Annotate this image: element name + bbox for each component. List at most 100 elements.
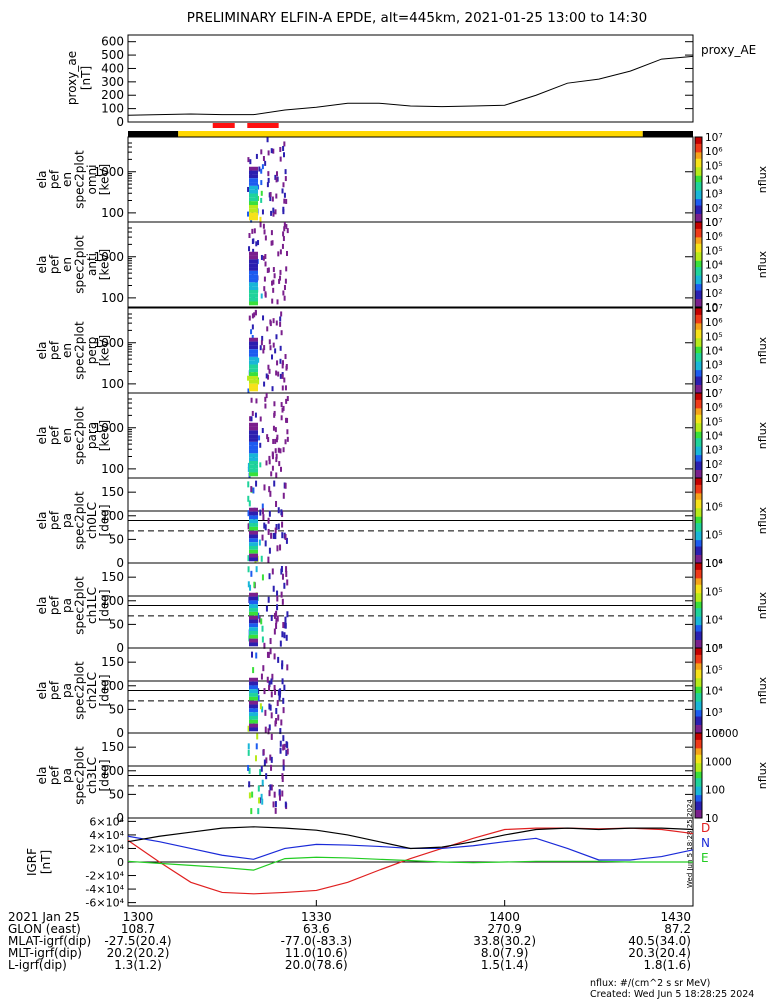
spectrogram-cell: [281, 521, 284, 528]
colorbar-step: [695, 378, 702, 381]
ephemeris-value: 33.8(30.2): [473, 934, 536, 948]
spectrogram-ylabel: spec2plot: [73, 406, 87, 465]
spectrogram-cell: [249, 267, 258, 271]
colorbar-step: [695, 501, 702, 504]
colorbar-step: [695, 281, 702, 285]
y-tick-label: 1000: [93, 250, 124, 264]
colorbar-step: [695, 219, 702, 223]
colorbar-step: [695, 486, 702, 490]
colorbar-step: [695, 463, 702, 466]
colorbar-step: [695, 376, 702, 379]
spectrogram-cell: [281, 660, 284, 667]
spectrogram-cell: [260, 293, 263, 299]
spectrogram-cell: [261, 534, 264, 541]
spectrogram-cell: [281, 663, 284, 670]
spectrogram-pa-ch3: elapefpaspec2plotch3LC[deg]0501001501010…: [35, 728, 769, 825]
panel-frame: [127, 307, 694, 394]
spectrogram-cell: [249, 282, 258, 287]
spectrogram-cell: [258, 166, 261, 172]
colorbar-step: [695, 773, 702, 776]
colorbar-step: [695, 620, 702, 623]
colorbar-step: [695, 239, 702, 242]
ephemeris-value: 20.0(78.6): [285, 958, 348, 972]
spectrogram-cell: [279, 728, 282, 735]
spectrogram-cell: [247, 566, 250, 573]
colorbar-step: [695, 467, 702, 470]
spectrogram-cell: [249, 278, 258, 283]
spectrogram-cell: [255, 153, 258, 159]
spectrogram-cell: [274, 533, 277, 540]
colorbar-step: [695, 448, 702, 451]
spectrogram-cell: [269, 704, 272, 711]
colorbar-step: [695, 716, 702, 719]
spectrogram-cell: [276, 700, 279, 707]
colorbar-step: [695, 694, 702, 698]
colorbar-step: [695, 279, 702, 282]
colorbar-step: [695, 707, 702, 711]
colorbar-step: [695, 507, 702, 511]
colorbar-step: [695, 454, 702, 458]
spectrogram-cell: [268, 681, 271, 688]
spectrogram-cell: [255, 652, 258, 659]
spectrogram-cell: [279, 373, 282, 379]
colorbar-tick-label: 10²: [705, 203, 723, 215]
spectrogram-cell: [249, 349, 258, 354]
colorbar-step: [695, 758, 702, 762]
spectrogram-cell: [267, 596, 270, 603]
ae-tick-label: 500: [101, 48, 124, 62]
spectrogram-cell: [249, 604, 258, 609]
spectrogram-cell: [249, 372, 258, 376]
spectrogram-cell: [265, 460, 268, 466]
spectrogram-cell: [263, 688, 266, 695]
colorbar-step: [695, 607, 702, 611]
spectrogram-cell: [257, 612, 260, 619]
colorbar-step: [695, 537, 702, 541]
colorbar-step: [695, 273, 702, 276]
spectrogram-cell: [281, 407, 284, 413]
colorbar-tick-label: 10²: [705, 288, 723, 300]
ephemeris-row-label: GLON (east): [8, 922, 81, 936]
colorbar-tick-label: 10⁴: [705, 431, 723, 443]
spectrogram-ylabel: ela: [35, 170, 49, 188]
spectrogram-cell: [284, 385, 287, 391]
spectrogram-cell: [266, 137, 269, 143]
spectrogram-cell: [281, 790, 284, 797]
colorbar-step: [695, 560, 702, 564]
spectrogram-cell: [249, 170, 258, 175]
spectrogram-cell: [249, 546, 258, 550]
spectrogram-ylabel: pa: [60, 683, 74, 698]
colorbar-step: [695, 480, 702, 483]
colorbar-step: [695, 645, 702, 649]
spectrogram-ylabel: pef: [48, 340, 62, 360]
spectrogram-ylabel: [keV]: [98, 420, 112, 451]
status-red-mark: [212, 123, 235, 128]
spectrogram-cell: [260, 168, 263, 174]
igrf-tick-label: -6×10⁴: [85, 897, 124, 910]
spectrogram-cell: [275, 623, 278, 630]
spectrogram-cell: [258, 435, 261, 441]
igrf-tick-label: 0: [117, 856, 124, 869]
spectrogram-cell: [249, 538, 258, 543]
colorbar-step: [695, 333, 702, 337]
spectrogram-cell: [268, 790, 271, 797]
colorbar-step: [695, 495, 702, 498]
spectrogram-ylabel: [keV]: [98, 335, 112, 366]
colorbar-step: [695, 552, 702, 555]
spectrogram-cell: [268, 573, 271, 580]
spectrogram-cell: [281, 363, 284, 369]
spectrogram-cell: [272, 267, 275, 273]
spectrogram-cell: [249, 719, 258, 724]
colorbar-tick-label: 10²: [705, 728, 723, 740]
spectrogram-cell: [251, 335, 254, 341]
colorbar-step: [695, 478, 702, 481]
spectrogram-cell: [279, 316, 282, 322]
colorbar: 10 10² 10³ 10⁴ 10⁵ 10⁶ 10⁷ nflux: [694, 132, 769, 229]
y-tick-label: 50: [109, 702, 124, 716]
spectrogram-cell: [270, 712, 273, 719]
colorbar-step: [695, 580, 702, 583]
colorbar-step: [695, 222, 702, 225]
colorbar-step: [695, 287, 702, 291]
colorbar-step: [695, 771, 702, 774]
colorbar-step: [695, 247, 702, 251]
colorbar-step: [695, 571, 702, 575]
